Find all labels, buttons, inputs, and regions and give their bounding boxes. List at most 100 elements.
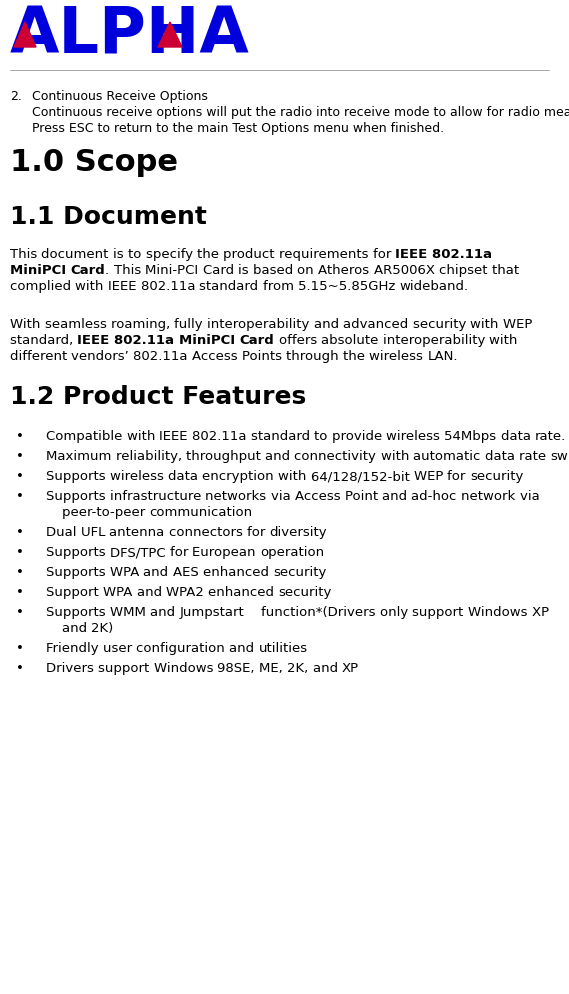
Text: that: that <box>492 264 523 277</box>
Text: Continuous Receive Options: Continuous Receive Options <box>32 90 208 103</box>
Text: with: with <box>489 334 522 347</box>
Text: Points: Points <box>242 350 286 363</box>
Text: •: • <box>16 450 24 463</box>
Text: XP: XP <box>342 662 359 675</box>
Polygon shape <box>14 22 36 47</box>
Text: Support: Support <box>46 586 103 599</box>
Text: wireless: wireless <box>386 430 444 443</box>
Text: different: different <box>10 350 72 363</box>
Text: fully: fully <box>174 318 207 331</box>
Text: Card: Card <box>71 264 105 277</box>
Text: reliability,: reliability, <box>116 450 186 463</box>
Text: roaming,: roaming, <box>111 318 174 331</box>
Text: communication: communication <box>150 506 253 519</box>
Text: function*(Drivers: function*(Drivers <box>261 606 380 619</box>
Text: from: from <box>263 280 298 293</box>
Text: Compatible: Compatible <box>46 430 127 443</box>
Text: connectors: connectors <box>169 526 247 539</box>
Text: and: and <box>143 566 173 579</box>
Text: 98SE,: 98SE, <box>217 662 259 675</box>
Text: vendors’: vendors’ <box>72 350 134 363</box>
Text: offers: offers <box>279 334 321 347</box>
Text: interoperability: interoperability <box>383 334 489 347</box>
Text: Access: Access <box>295 490 345 503</box>
Text: •: • <box>16 566 24 579</box>
Text: peer-to-peer: peer-to-peer <box>62 506 150 519</box>
Text: absolute: absolute <box>321 334 383 347</box>
Text: networks: networks <box>205 490 271 503</box>
Text: the: the <box>343 350 369 363</box>
Text: via: via <box>519 490 543 503</box>
Text: Continuous receive options will put the radio into receive mode to allow for rad: Continuous receive options will put the … <box>32 106 569 119</box>
Text: .: . <box>105 264 114 277</box>
Text: configuration: configuration <box>136 642 229 655</box>
Text: 802.11a: 802.11a <box>141 280 200 293</box>
Text: with: with <box>75 280 108 293</box>
Text: security: security <box>273 566 327 579</box>
Text: This: This <box>10 248 42 261</box>
Text: Drivers: Drivers <box>46 662 98 675</box>
Text: to: to <box>314 430 332 443</box>
Text: 802.11a: 802.11a <box>432 248 497 261</box>
Text: standard,: standard, <box>10 334 77 347</box>
Text: IEEE: IEEE <box>108 280 141 293</box>
Text: LAN.: LAN. <box>428 350 458 363</box>
Text: encryption: encryption <box>202 470 278 483</box>
Text: antenna: antenna <box>109 526 169 539</box>
Text: seamless: seamless <box>44 318 111 331</box>
Text: support: support <box>98 662 154 675</box>
Text: and: and <box>312 662 342 675</box>
Text: data: data <box>485 450 519 463</box>
Text: enhanced: enhanced <box>203 566 273 579</box>
Text: Supports: Supports <box>46 566 110 579</box>
Text: connectivity: connectivity <box>295 450 381 463</box>
Text: 802.11a: 802.11a <box>192 430 251 443</box>
Text: ALPHA: ALPHA <box>10 5 250 67</box>
Text: wideband.: wideband. <box>400 280 469 293</box>
Polygon shape <box>158 22 182 47</box>
Text: With: With <box>10 318 44 331</box>
Text: and: and <box>62 622 92 635</box>
Text: WEP: WEP <box>414 470 447 483</box>
Text: for: for <box>170 546 192 559</box>
Text: and: and <box>314 318 343 331</box>
Text: •: • <box>16 662 24 675</box>
Text: for: for <box>247 526 270 539</box>
Text: and: and <box>382 490 411 503</box>
Text: standard: standard <box>200 280 263 293</box>
Text: 2.: 2. <box>10 90 22 103</box>
Text: to: to <box>128 248 146 261</box>
Text: •: • <box>16 586 24 599</box>
Text: ME,: ME, <box>259 662 287 675</box>
Text: European: European <box>192 546 260 559</box>
Text: chipset: chipset <box>439 264 492 277</box>
Text: Point: Point <box>345 490 382 503</box>
Text: •: • <box>16 642 24 655</box>
Text: and: and <box>150 606 179 619</box>
Text: AES: AES <box>173 566 203 579</box>
Text: Windows: Windows <box>468 606 531 619</box>
Text: with: with <box>127 430 159 443</box>
Text: IEEE: IEEE <box>159 430 192 443</box>
Text: document: document <box>42 248 113 261</box>
Text: automatic: automatic <box>413 450 485 463</box>
Text: is: is <box>238 264 253 277</box>
Text: 1.1 Document: 1.1 Document <box>10 205 207 229</box>
Text: diversity: diversity <box>270 526 327 539</box>
Text: based: based <box>253 264 298 277</box>
Text: support: support <box>413 606 468 619</box>
Text: is: is <box>113 248 128 261</box>
Text: 64/128/152-bit: 64/128/152-bit <box>311 470 414 483</box>
Text: Supports: Supports <box>46 606 110 619</box>
Text: switching: switching <box>550 450 569 463</box>
Text: via: via <box>271 490 295 503</box>
Text: infrastructure: infrastructure <box>110 490 205 503</box>
Text: for: for <box>373 248 395 261</box>
Text: 1.0 Scope: 1.0 Scope <box>10 148 178 177</box>
Text: Friendly: Friendly <box>46 642 103 655</box>
Text: rate: rate <box>519 450 550 463</box>
Text: DFS/TPC: DFS/TPC <box>110 546 170 559</box>
Text: WMM: WMM <box>110 606 150 619</box>
Text: utilities: utilities <box>259 642 308 655</box>
Text: throughput: throughput <box>186 450 265 463</box>
